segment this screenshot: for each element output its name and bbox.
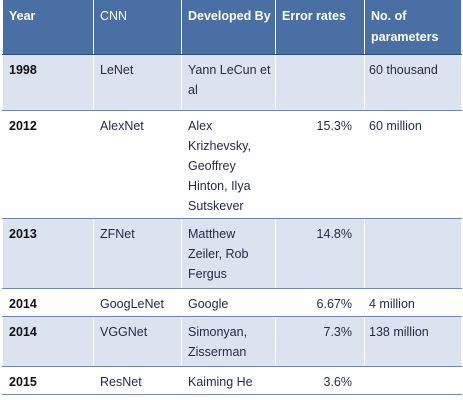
cell-year: 2014 bbox=[2, 288, 94, 317]
cell-developer: Kaiming He bbox=[181, 366, 276, 395]
cell-developer: Yann LeCun et al bbox=[181, 54, 276, 111]
cell-parameters: 138 million bbox=[364, 316, 462, 367]
cell-developer: Simonyan, Zisserman bbox=[181, 316, 276, 367]
cell-cnn: LeNet bbox=[93, 54, 182, 111]
cell-year: 1998 bbox=[2, 54, 94, 111]
cell-error-rate: 15.3% bbox=[275, 110, 365, 219]
table-row: 2014 GoogLeNet Google 6.67% 4 million bbox=[2, 288, 462, 317]
table-header: Year CNN Developed By Error rates No. of… bbox=[2, 0, 462, 55]
header-cnn: CNN bbox=[93, 0, 182, 55]
cell-parameters bbox=[364, 218, 462, 289]
cell-parameters bbox=[364, 366, 462, 395]
table-row: 1998 LeNet Yann LeCun et al 60 thousand bbox=[2, 54, 462, 111]
header-row: Year CNN Developed By Error rates No. of… bbox=[2, 0, 462, 55]
cell-error-rate: 6.67% bbox=[275, 288, 365, 317]
header-parameters: No. of parameters bbox=[364, 0, 462, 55]
header-year: Year bbox=[2, 0, 94, 55]
cell-cnn: ZFNet bbox=[93, 218, 182, 289]
cell-parameters: 60 million bbox=[364, 110, 462, 219]
header-developed-by: Developed By bbox=[181, 0, 276, 55]
cell-year: 2012 bbox=[2, 110, 94, 219]
table-row: 2014 VGGNet Simonyan, Zisserman 7.3% 138… bbox=[2, 316, 462, 367]
cell-error-rate: 3.6% bbox=[275, 366, 365, 395]
cell-developer: Google bbox=[181, 288, 276, 317]
cell-error-rate: 14.8% bbox=[275, 218, 365, 289]
cell-developer: Alex Krizhevsky, Geoffrey Hinton, Ilya S… bbox=[181, 110, 276, 219]
cell-error-rate: 7.3% bbox=[275, 316, 365, 367]
cell-year: 2013 bbox=[2, 218, 94, 289]
table-row: 2015 ResNet Kaiming He 3.6% bbox=[2, 366, 462, 395]
cell-cnn: VGGNet bbox=[93, 316, 182, 367]
cell-cnn: AlexNet bbox=[93, 110, 182, 219]
cell-year: 2014 bbox=[2, 316, 94, 367]
table-row: 2012 AlexNet Alex Krizhevsky, Geoffrey H… bbox=[2, 110, 462, 219]
table-row: 2013 ZFNet Matthew Zeiler, Rob Fergus 14… bbox=[2, 218, 462, 289]
cell-cnn: GoogLeNet bbox=[93, 288, 182, 317]
cell-cnn: ResNet bbox=[93, 366, 182, 395]
table-body: 1998 LeNet Yann LeCun et al 60 thousand … bbox=[2, 54, 462, 395]
cell-parameters: 60 thousand bbox=[364, 54, 462, 111]
header-error-rates: Error rates bbox=[275, 0, 365, 55]
cell-year: 2015 bbox=[2, 366, 94, 395]
cell-error-rate bbox=[275, 54, 365, 111]
cell-developer: Matthew Zeiler, Rob Fergus bbox=[181, 218, 276, 289]
cell-parameters: 4 million bbox=[364, 288, 462, 317]
